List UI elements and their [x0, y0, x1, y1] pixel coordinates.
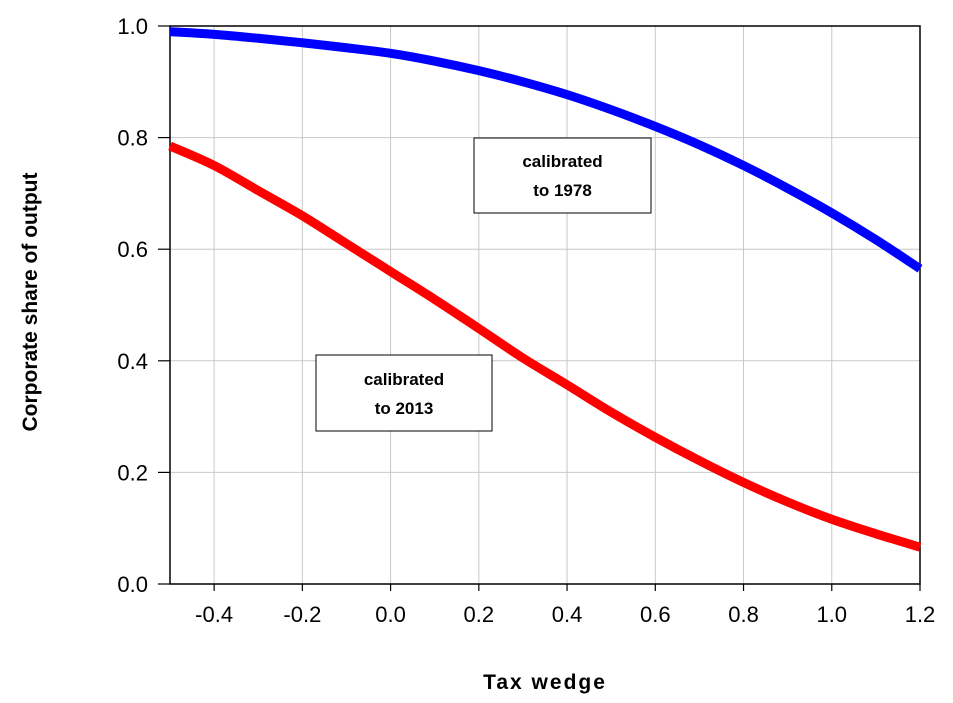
annotation-2013-line2: to 2013: [375, 399, 434, 418]
annotation-calibrated-2013: calibrated to 2013: [315, 354, 493, 432]
y-tick-label: 0.4: [117, 349, 148, 374]
x-tick-label: 0.6: [640, 602, 671, 627]
plot-frame: [169, 25, 921, 585]
x-tick-label: -0.4: [195, 602, 233, 627]
y-tick-label: 1.0: [117, 14, 148, 39]
gridlines: [170, 26, 921, 584]
annotation-2013-line1: calibrated: [364, 370, 444, 389]
annotation-1978-line2: to 1978: [533, 181, 592, 200]
y-tick-label: 0.8: [117, 126, 148, 151]
x-tick-label: 1.2: [905, 602, 936, 627]
series-line-2: [168, 141, 922, 552]
x-tick-label: 0.0: [375, 602, 406, 627]
x-tick-label: 0.2: [464, 602, 495, 627]
y-tick-label: 0.0: [117, 572, 148, 597]
x-axis-title: Tax wedge: [483, 671, 607, 694]
x-tick-label: 0.4: [552, 602, 583, 627]
annotation-box-2013: [315, 354, 493, 432]
x-tick-label: 1.0: [816, 602, 847, 627]
series-line-1: [169, 27, 923, 273]
y-tick-label: 0.6: [117, 237, 148, 262]
annotation-box-1978: [473, 137, 652, 214]
y-axis-title: Corporate share of output: [19, 172, 42, 431]
y-tick-label: 0.2: [117, 460, 148, 485]
annotation-1978-line1: calibrated: [522, 152, 602, 171]
annotation-calibrated-1978: calibrated to 1978: [473, 137, 652, 214]
x-tick-label: 0.8: [728, 602, 759, 627]
x-tick-label: -0.2: [283, 602, 321, 627]
series-lines: [168, 27, 923, 552]
axis-ticks: -0.4 -0.2 0.0 0.2 0.4 0.6 0.8 1.0 1.2 0.0 0.2 0.4 0.…: [117, 14, 935, 627]
